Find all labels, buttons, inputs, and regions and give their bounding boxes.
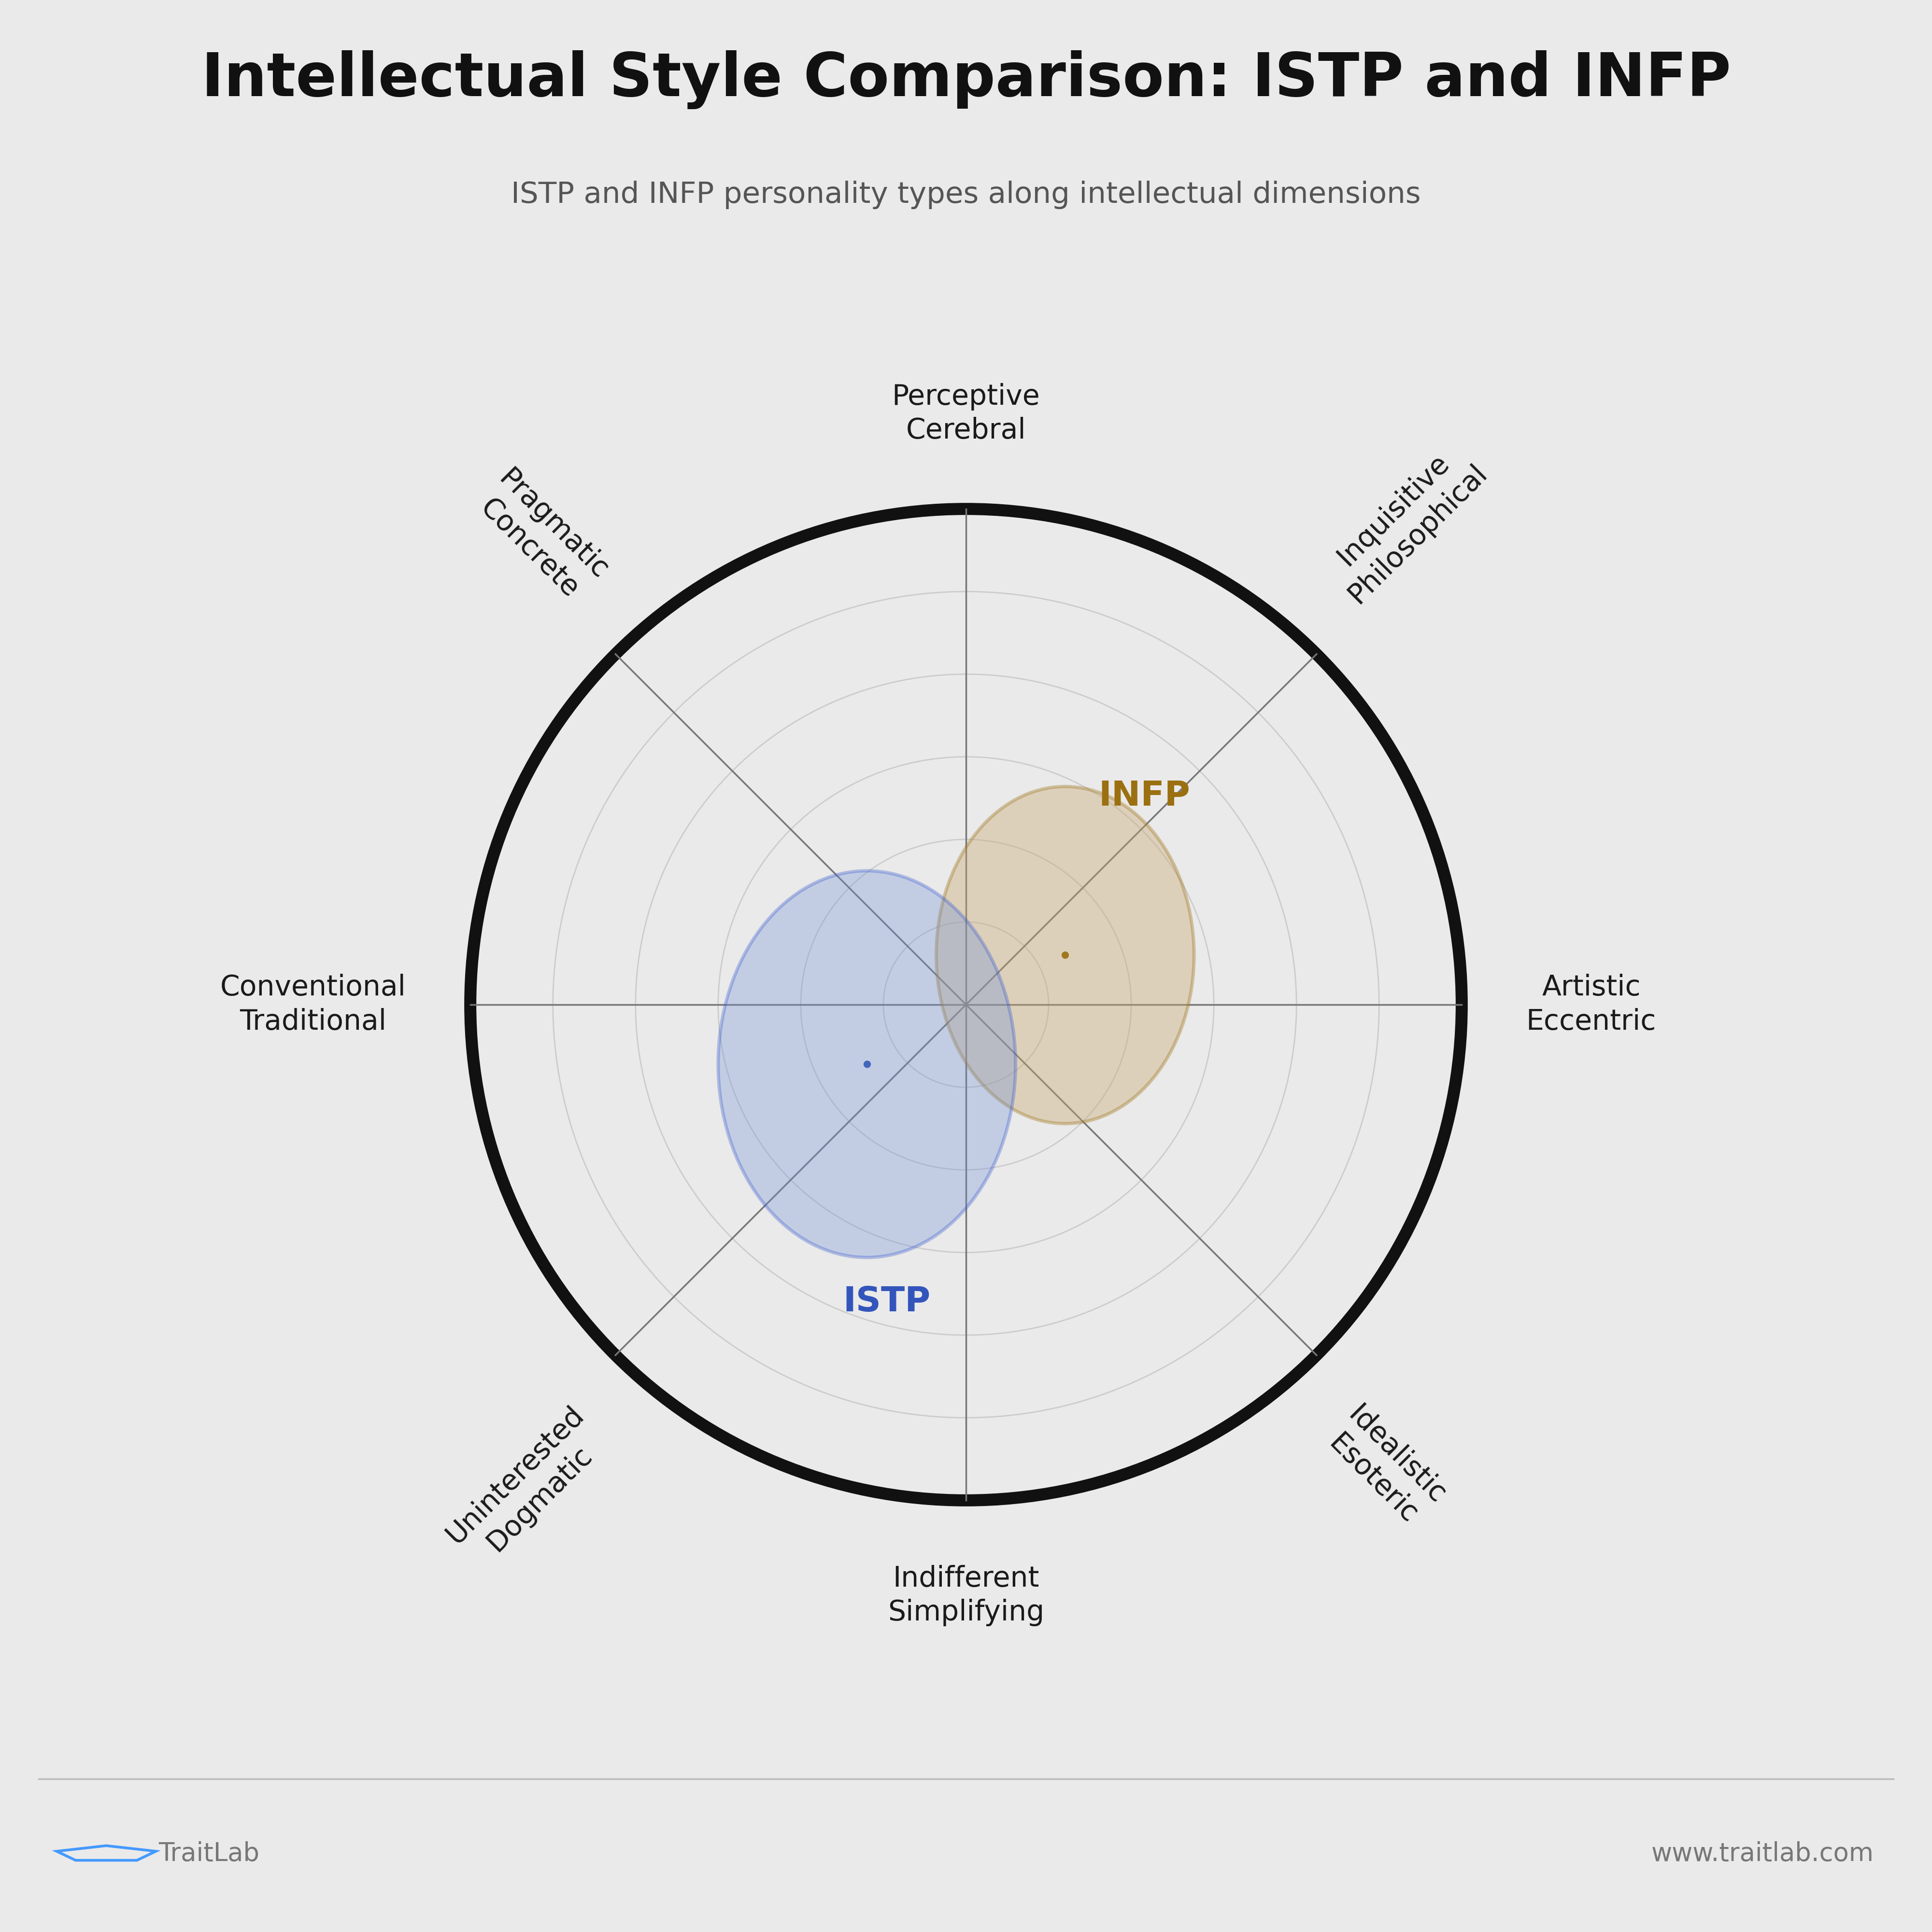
Text: Intellectual Style Comparison: ISTP and INFP: Intellectual Style Comparison: ISTP and … (201, 50, 1731, 108)
Text: Pragmatic
Concrete: Pragmatic Concrete (469, 464, 614, 609)
Text: ISTP: ISTP (842, 1285, 931, 1320)
Text: Uninterested
Dogmatic: Uninterested Dogmatic (440, 1401, 614, 1573)
Text: Inquisitive
Philosophical: Inquisitive Philosophical (1318, 435, 1492, 609)
Ellipse shape (937, 786, 1194, 1124)
Text: Idealistic
Esoteric: Idealistic Esoteric (1318, 1401, 1451, 1534)
Ellipse shape (719, 871, 1016, 1258)
Text: Conventional
Traditional: Conventional Traditional (220, 974, 406, 1036)
Text: Indifferent
Simplifying: Indifferent Simplifying (887, 1565, 1045, 1627)
Text: Artistic
Eccentric: Artistic Eccentric (1526, 974, 1656, 1036)
Text: Perceptive
Cerebral: Perceptive Cerebral (893, 383, 1039, 444)
Text: TraitLab: TraitLab (158, 1841, 259, 1866)
Text: www.traitlab.com: www.traitlab.com (1652, 1841, 1874, 1866)
Text: ISTP and INFP personality types along intellectual dimensions: ISTP and INFP personality types along in… (512, 182, 1420, 209)
Text: INFP: INFP (1099, 781, 1190, 813)
